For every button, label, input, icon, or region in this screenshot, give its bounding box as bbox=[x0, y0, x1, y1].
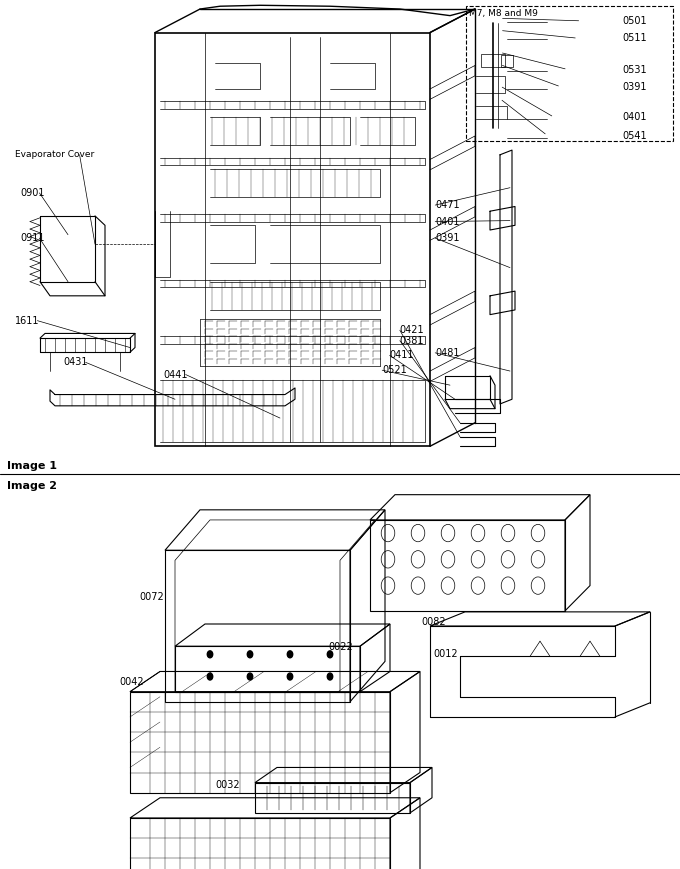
Text: 0441: 0441 bbox=[163, 369, 188, 380]
Bar bbox=[466, 6, 673, 141]
Circle shape bbox=[207, 651, 213, 658]
Circle shape bbox=[248, 673, 253, 680]
Text: 0032: 0032 bbox=[216, 779, 240, 790]
Text: 0072: 0072 bbox=[139, 592, 164, 602]
Text: 0521: 0521 bbox=[382, 365, 407, 375]
Text: 0531: 0531 bbox=[622, 64, 647, 75]
Text: 0022: 0022 bbox=[328, 641, 353, 652]
Text: 0901: 0901 bbox=[20, 188, 45, 198]
Text: 0911: 0911 bbox=[20, 233, 45, 243]
Text: 0401: 0401 bbox=[622, 112, 647, 123]
Text: 0431: 0431 bbox=[63, 357, 88, 368]
Circle shape bbox=[327, 651, 333, 658]
Text: 1611: 1611 bbox=[15, 315, 39, 326]
Text: 0481: 0481 bbox=[435, 348, 460, 358]
Text: 0082: 0082 bbox=[422, 617, 446, 627]
Text: 0501: 0501 bbox=[622, 16, 647, 26]
Text: Evaporator Cover: Evaporator Cover bbox=[15, 150, 95, 159]
Text: 0471: 0471 bbox=[435, 200, 460, 210]
Text: 0012: 0012 bbox=[434, 649, 458, 660]
Circle shape bbox=[207, 673, 213, 680]
Text: 0511: 0511 bbox=[622, 33, 647, 43]
Text: 0541: 0541 bbox=[622, 130, 647, 141]
Circle shape bbox=[248, 651, 253, 658]
Bar bbox=[481, 54, 505, 67]
Text: 0391: 0391 bbox=[622, 82, 647, 92]
Text: 0391: 0391 bbox=[435, 233, 460, 243]
Circle shape bbox=[287, 651, 292, 658]
Circle shape bbox=[327, 673, 333, 680]
Text: 0421: 0421 bbox=[400, 325, 424, 335]
Circle shape bbox=[287, 673, 292, 680]
Text: 0042: 0042 bbox=[119, 677, 143, 687]
Text: Image 1: Image 1 bbox=[7, 461, 57, 471]
Text: 0401: 0401 bbox=[435, 216, 460, 227]
Text: M7, M8 and M9: M7, M8 and M9 bbox=[469, 9, 538, 17]
Text: Image 2: Image 2 bbox=[7, 481, 57, 492]
Bar bbox=[501, 55, 513, 67]
Text: 0381: 0381 bbox=[400, 335, 424, 346]
Text: 0411: 0411 bbox=[390, 350, 414, 361]
